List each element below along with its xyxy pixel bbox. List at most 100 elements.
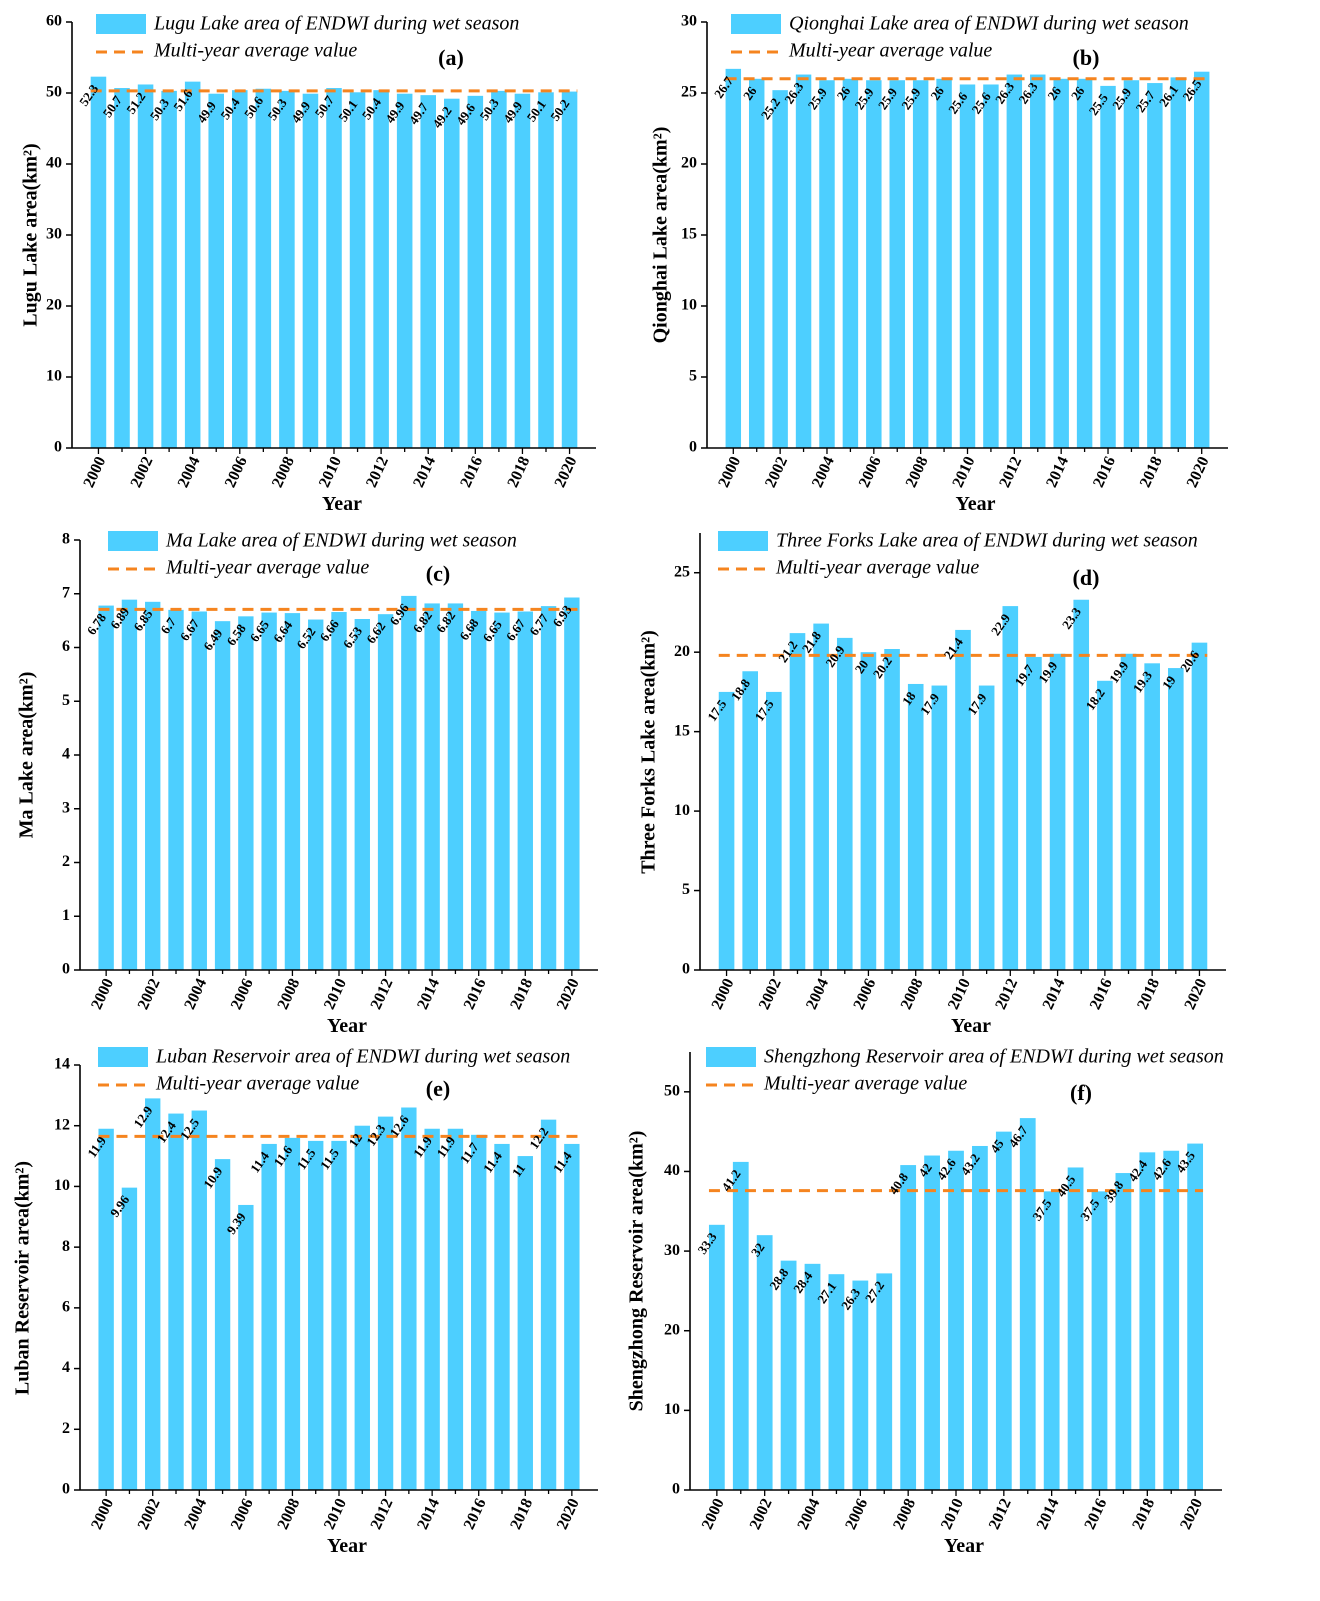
y-tick-label-0: 0 bbox=[62, 1481, 70, 1498]
chart-panel-e: 11.99.9612.912.412.510.99.3911.411.611.5… bbox=[12, 1046, 598, 1557]
bar-2015 bbox=[1073, 599, 1090, 970]
y-tick-label-0: 0 bbox=[54, 439, 62, 456]
bar-2000 bbox=[98, 1128, 114, 1490]
x-tick-label-2006: 2006 bbox=[842, 1496, 871, 1532]
y-tick-label-5: 5 bbox=[689, 368, 697, 385]
x-tick-label-2008: 2008 bbox=[269, 454, 298, 490]
y-tick-label-5: 5 bbox=[682, 881, 690, 898]
x-tick-label-2016: 2016 bbox=[457, 454, 486, 490]
bar-2007 bbox=[261, 612, 277, 970]
bar-2003 bbox=[168, 1113, 184, 1490]
y-axis-title: Shengzhong Reservoir area(km²) bbox=[626, 1131, 648, 1412]
bar-2001 bbox=[121, 599, 138, 970]
bar-2010 bbox=[948, 1150, 964, 1490]
x-tick-label-2000: 2000 bbox=[699, 1496, 728, 1532]
bar-2014 bbox=[424, 603, 440, 970]
bar-2013 bbox=[401, 595, 417, 970]
bar-2015 bbox=[1076, 78, 1093, 449]
panel-tag: (d) bbox=[1073, 565, 1100, 590]
x-tick-label-2004: 2004 bbox=[181, 1496, 210, 1532]
y-tick-label-50: 50 bbox=[46, 84, 62, 101]
bar-2017 bbox=[494, 612, 510, 970]
bar-2015 bbox=[447, 603, 464, 970]
bar-2017 bbox=[1115, 1173, 1132, 1490]
y-tick-label-10: 10 bbox=[664, 1401, 680, 1418]
bar-2010 bbox=[959, 84, 976, 448]
bar-2004 bbox=[813, 623, 829, 970]
bar-2016 bbox=[1091, 1191, 1108, 1490]
x-tick-label-2016: 2016 bbox=[461, 976, 490, 1012]
y-tick-label-0: 0 bbox=[689, 439, 697, 456]
bar-2001 bbox=[742, 671, 758, 970]
bar-2007 bbox=[261, 1143, 277, 1490]
bar-2011 bbox=[978, 685, 995, 970]
panel-tag: (a) bbox=[438, 45, 464, 70]
bar-2009 bbox=[936, 78, 952, 449]
x-tick-label-2006: 2006 bbox=[228, 1496, 257, 1532]
bar-2020 bbox=[564, 597, 580, 970]
bar-2001 bbox=[121, 1187, 138, 1490]
legend-average-label: Multi-year average value bbox=[153, 40, 357, 62]
bar-2020 bbox=[561, 91, 578, 448]
bar-2000 bbox=[718, 691, 735, 970]
legend-bar-swatch bbox=[108, 531, 158, 551]
bar-2010 bbox=[955, 629, 971, 970]
panel-tag: (c) bbox=[426, 561, 450, 586]
y-tick-label-25: 25 bbox=[681, 84, 697, 101]
x-tick-label-2016: 2016 bbox=[461, 1496, 490, 1532]
x-axis-title: Year bbox=[322, 493, 362, 515]
chart-panel-c: 6.786.896.85 6.76.676.496.586.656.646.526… bbox=[16, 530, 598, 1037]
y-tick-label-20: 20 bbox=[664, 1321, 680, 1338]
x-tick-label-2018: 2018 bbox=[504, 454, 533, 490]
x-tick-label-2004: 2004 bbox=[795, 1496, 824, 1532]
x-tick-label-2020: 2020 bbox=[552, 454, 581, 490]
x-tick-label-2002: 2002 bbox=[756, 976, 785, 1012]
bar-2010 bbox=[331, 1140, 347, 1490]
x-tick-label-2012: 2012 bbox=[368, 1496, 397, 1532]
bar-2020 bbox=[1193, 71, 1210, 448]
bar-2016 bbox=[471, 1134, 487, 1490]
bar-2005 bbox=[842, 78, 859, 449]
bar-2016 bbox=[1097, 680, 1113, 970]
x-tick-label-2006: 2006 bbox=[222, 454, 251, 490]
x-tick-label-2010: 2010 bbox=[316, 454, 345, 490]
y-tick-label-20: 20 bbox=[46, 297, 62, 314]
y-tick-label-20: 20 bbox=[681, 155, 697, 172]
bar-2013 bbox=[401, 1107, 417, 1490]
bar-2015 bbox=[1067, 1167, 1084, 1490]
x-axis-title: Year bbox=[327, 1015, 367, 1037]
bar-2003 bbox=[795, 74, 812, 448]
bar-2011 bbox=[354, 619, 370, 970]
bar-2002 bbox=[766, 691, 782, 970]
bar-2013 bbox=[1019, 1118, 1036, 1490]
bar-2012 bbox=[377, 1116, 394, 1490]
x-tick-label-2010: 2010 bbox=[950, 454, 979, 490]
y-tick-label-25: 25 bbox=[674, 563, 690, 580]
x-tick-label-2012: 2012 bbox=[996, 454, 1025, 490]
y-tick-label-40: 40 bbox=[664, 1162, 680, 1179]
legend-bar-label: Qionghai Lake area of ENDWI during wet s… bbox=[789, 13, 1189, 35]
bar-2011 bbox=[354, 1125, 370, 1490]
x-tick-label-2020: 2020 bbox=[1184, 454, 1213, 490]
x-tick-label-2014: 2014 bbox=[410, 454, 439, 490]
legend-bar-swatch bbox=[706, 1047, 756, 1067]
y-tick-label-0: 0 bbox=[672, 1481, 680, 1498]
legend-bar-label: Shengzhong Reservoir area of ENDWI durin… bbox=[764, 1046, 1224, 1068]
bar-2016 bbox=[467, 95, 484, 448]
y-tick-label-7: 7 bbox=[62, 584, 70, 601]
x-tick-label-2002: 2002 bbox=[135, 1496, 164, 1532]
bar-2019 bbox=[540, 1119, 557, 1490]
bar-2014 bbox=[420, 95, 436, 448]
x-tick-label-2020: 2020 bbox=[1177, 1496, 1206, 1532]
x-axis-title: Year bbox=[951, 1015, 991, 1037]
x-tick-label-2004: 2004 bbox=[803, 976, 832, 1012]
y-tick-label-14: 14 bbox=[54, 1056, 70, 1073]
bar-2008 bbox=[900, 1165, 917, 1490]
legend-bar-label: Luban Reservoir area of ENDWI during wet… bbox=[155, 1046, 570, 1068]
x-tick-label-2002: 2002 bbox=[128, 454, 157, 490]
bar-2012 bbox=[995, 1131, 1012, 1490]
bar-2009 bbox=[308, 1140, 324, 1490]
x-tick-label-2020: 2020 bbox=[1181, 976, 1210, 1012]
